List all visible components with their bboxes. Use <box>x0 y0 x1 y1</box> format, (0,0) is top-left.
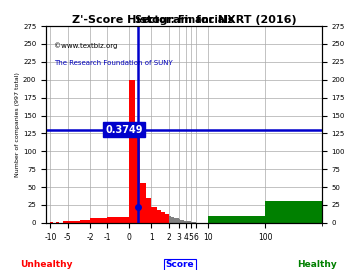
Bar <box>140 183 146 223</box>
Bar <box>107 217 129 223</box>
Text: Sector: Financials: Sector: Financials <box>135 15 233 25</box>
Bar <box>192 222 193 223</box>
Bar <box>157 210 161 223</box>
Text: ©www.textbiz.org: ©www.textbiz.org <box>54 42 118 49</box>
Bar <box>186 221 187 223</box>
Bar <box>194 222 195 223</box>
Text: The Research Foundation of SUNY: The Research Foundation of SUNY <box>54 60 173 66</box>
Bar <box>90 218 107 223</box>
Bar <box>182 220 184 223</box>
Y-axis label: Number of companies (997 total): Number of companies (997 total) <box>15 72 20 177</box>
Bar <box>80 220 90 223</box>
Bar <box>265 201 322 223</box>
Bar <box>187 221 189 223</box>
Bar <box>193 222 194 223</box>
Bar <box>146 198 152 223</box>
Bar <box>165 214 168 223</box>
Text: Unhealthy: Unhealthy <box>21 260 73 269</box>
Bar <box>73 221 80 223</box>
Bar <box>63 221 68 223</box>
Bar <box>68 221 73 223</box>
Bar <box>161 212 165 223</box>
Bar <box>179 219 180 223</box>
Bar <box>208 216 265 223</box>
Text: Healthy: Healthy <box>297 260 337 269</box>
Bar <box>180 220 182 223</box>
Bar <box>184 221 186 223</box>
Bar <box>135 130 140 223</box>
Text: Score: Score <box>166 260 194 269</box>
Bar <box>176 218 179 223</box>
Bar <box>168 216 171 223</box>
Title: Z'-Score Histogram for NXRT (2016): Z'-Score Histogram for NXRT (2016) <box>72 15 296 25</box>
Bar <box>50 222 53 223</box>
Bar <box>152 207 157 223</box>
Bar <box>171 217 174 223</box>
Bar <box>174 218 176 223</box>
Text: 0.3749: 0.3749 <box>105 125 143 135</box>
Bar <box>190 221 191 223</box>
Bar <box>191 222 192 223</box>
Bar <box>129 80 135 223</box>
Bar <box>56 222 59 223</box>
Bar <box>189 221 190 223</box>
